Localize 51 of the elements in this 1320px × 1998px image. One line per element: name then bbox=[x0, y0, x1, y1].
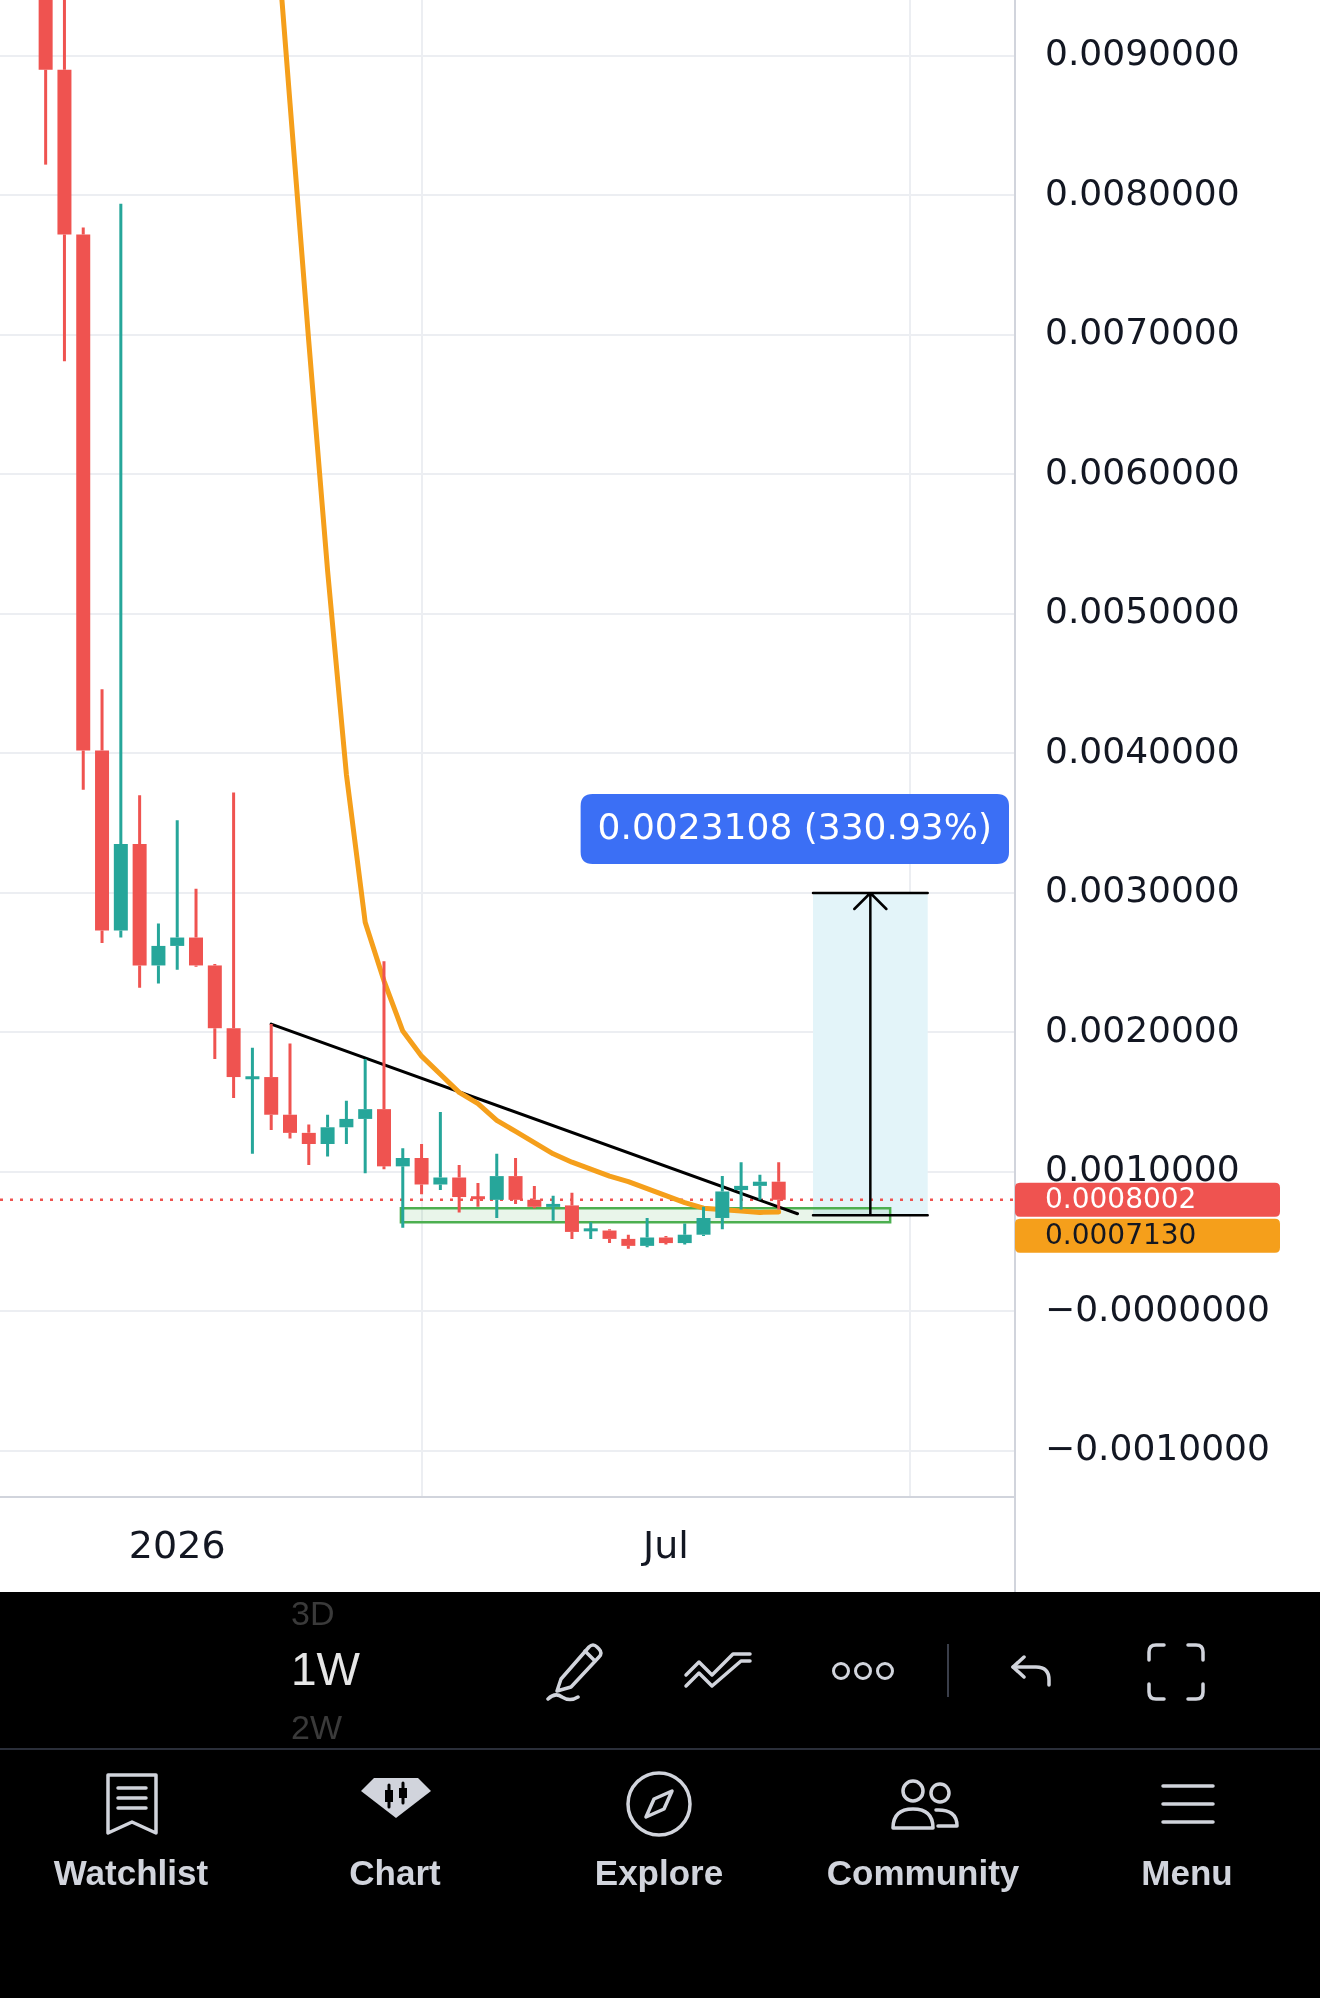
candlestick bbox=[245, 1047, 260, 1154]
text: 3D bbox=[291, 1594, 335, 1634]
text: Chart bbox=[349, 1853, 441, 1892]
text: Community bbox=[826, 1853, 1020, 1892]
candlestick bbox=[564, 1192, 579, 1239]
text: Watchlist bbox=[53, 1853, 209, 1892]
text: Menu bbox=[1141, 1853, 1233, 1892]
candlestick bbox=[113, 203, 128, 938]
y-tick-label: 0.0030000 bbox=[1045, 869, 1240, 911]
y-tick-label: 0.0090000 bbox=[1045, 32, 1240, 74]
candlestick bbox=[376, 961, 391, 1170]
candlestick bbox=[658, 1236, 673, 1245]
candlestick bbox=[546, 1195, 561, 1221]
candlestick bbox=[95, 689, 110, 944]
y-tick-label: −0.0010000 bbox=[1045, 1427, 1270, 1469]
candlestick bbox=[283, 1043, 297, 1139]
candlestick bbox=[57, 0, 72, 362]
y-tick-label: 0.0050000 bbox=[1045, 590, 1240, 632]
candlestick bbox=[489, 1153, 504, 1218]
y-tick-label: 0.0080000 bbox=[1045, 171, 1240, 213]
text: 0.0007130 bbox=[1045, 1218, 1197, 1252]
candlestick bbox=[752, 1174, 767, 1200]
x-tick-label: 2026 bbox=[128, 1522, 226, 1567]
candlestick bbox=[677, 1223, 692, 1244]
candlestick bbox=[339, 1100, 354, 1145]
candlestick bbox=[715, 1176, 730, 1230]
text: Explore bbox=[594, 1853, 724, 1892]
y-tick-label: 0.0070000 bbox=[1045, 311, 1240, 353]
y-tick-label: 0.0020000 bbox=[1045, 1008, 1240, 1050]
candlestick bbox=[301, 1124, 316, 1165]
band-label: 0.0023108 (330.93%) bbox=[597, 806, 993, 848]
candlestick bbox=[132, 795, 147, 988]
candlestick bbox=[621, 1234, 636, 1249]
text: 2W bbox=[291, 1708, 342, 1748]
candlestick bbox=[358, 1058, 373, 1174]
candlestick bbox=[264, 1024, 279, 1131]
candlestick bbox=[76, 227, 91, 790]
candlestick bbox=[583, 1222, 598, 1239]
candlestick bbox=[38, 0, 53, 165]
y-tick-label: −0.0000000 bbox=[1045, 1287, 1270, 1329]
text: 1W bbox=[291, 1643, 360, 1696]
candlestick bbox=[395, 1148, 410, 1228]
x-tick-label: Jul bbox=[641, 1522, 689, 1567]
candlestick bbox=[151, 923, 166, 984]
candlestick bbox=[734, 1162, 749, 1210]
candlestick bbox=[414, 1144, 429, 1195]
candlestick bbox=[170, 820, 185, 970]
y-tick-label: 0.0060000 bbox=[1045, 450, 1240, 492]
candlestick bbox=[226, 792, 241, 1098]
candlestick bbox=[320, 1114, 335, 1157]
y-tick-label: 0.0040000 bbox=[1045, 729, 1240, 771]
